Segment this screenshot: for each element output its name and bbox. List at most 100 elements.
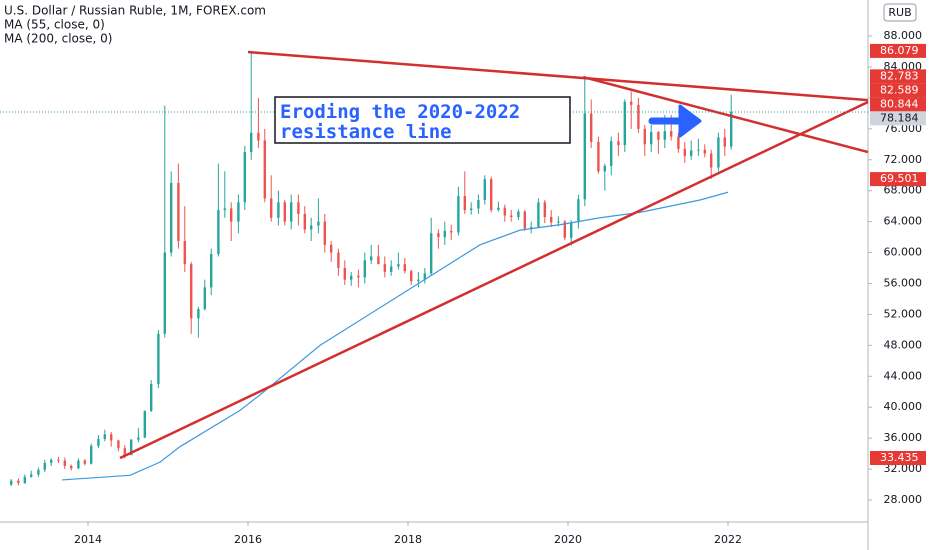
candle-body	[657, 131, 660, 140]
candle-body	[637, 104, 640, 129]
candle-body	[437, 233, 440, 238]
candle-body	[243, 152, 246, 203]
price-label-box	[870, 83, 926, 98]
price-label-box	[870, 43, 926, 58]
y-tick-label: 60.000	[884, 246, 923, 259]
candle-body	[17, 480, 20, 484]
x-tick-label: 2020	[554, 533, 582, 546]
candle-body	[337, 252, 340, 269]
candle-body	[730, 111, 733, 147]
candle-body	[237, 202, 240, 222]
candle-body	[477, 199, 480, 209]
candle-body	[70, 466, 73, 469]
currency-label[interactable]: RUB	[888, 6, 911, 19]
candle-body	[397, 264, 400, 267]
candle-body	[183, 240, 186, 265]
candle-body	[470, 208, 473, 211]
candle-body	[123, 448, 126, 456]
y-tick-label: 36.000	[884, 431, 923, 444]
candle-body	[510, 215, 513, 217]
price-label: 78.184	[880, 111, 919, 124]
candle-body	[703, 149, 706, 154]
y-tick-label: 28.000	[884, 493, 923, 506]
candle-body	[663, 131, 666, 140]
candle-body	[50, 459, 53, 463]
candle-body	[130, 439, 133, 456]
candle-body	[490, 179, 493, 211]
ma-line	[61, 191, 729, 481]
price-label-box	[870, 111, 926, 126]
candle-body	[277, 202, 280, 218]
candle-body	[597, 141, 600, 172]
y-tick-label: 72.000	[884, 153, 923, 166]
candle-body	[463, 196, 466, 211]
candle-body	[297, 202, 300, 214]
x-tick-label: 2014	[74, 533, 102, 546]
candle-body	[270, 198, 273, 218]
candle-body	[83, 460, 86, 464]
candle-body	[263, 140, 266, 199]
candle-body	[217, 210, 220, 255]
candle-body	[543, 202, 546, 217]
candle-body	[223, 208, 226, 211]
indicator-label: MA (200, close, 0)	[4, 32, 112, 46]
annotation-text: Eroding the 2020-2022	[280, 101, 520, 123]
candle-body	[557, 221, 560, 223]
price-label: 82.589	[880, 83, 919, 96]
candle-body	[370, 256, 373, 261]
candle-body	[290, 202, 293, 222]
candle-body	[710, 153, 713, 168]
candle-body	[550, 216, 553, 223]
candle-body	[403, 264, 406, 272]
candle-body	[697, 149, 700, 151]
candle-body	[443, 230, 446, 238]
candle-body	[690, 150, 693, 156]
arrow	[648, 104, 702, 138]
y-tick-label: 52.000	[884, 307, 923, 320]
price-label-box	[870, 172, 926, 187]
candle-body	[117, 440, 120, 449]
candle-body	[483, 179, 486, 200]
candle-body	[377, 256, 380, 265]
price-label-box	[870, 451, 926, 466]
candle-body	[643, 128, 646, 145]
trend-line	[582, 75, 869, 154]
candle-body	[330, 244, 333, 253]
candle-body	[457, 196, 460, 233]
trend-line	[119, 100, 869, 460]
candle-body	[303, 213, 306, 230]
x-tick-label: 2016	[234, 533, 262, 546]
candle-body	[590, 113, 593, 142]
candle-body	[683, 148, 686, 156]
candle-body	[77, 460, 80, 469]
price-label: 69.501	[880, 172, 919, 185]
candle-body	[63, 460, 66, 467]
candle-body	[410, 271, 413, 282]
candle-body	[530, 227, 533, 229]
candle-body	[283, 202, 286, 222]
trend-line	[247, 50, 869, 102]
y-tick-label: 64.000	[884, 215, 923, 228]
candle-body	[323, 221, 326, 245]
candle-body	[143, 411, 146, 438]
candle-body	[450, 230, 453, 233]
candle-body	[210, 254, 213, 288]
candle-body	[623, 101, 626, 146]
candle-body	[190, 264, 193, 319]
candle-body	[723, 137, 726, 147]
indicator-label: MA (55, close, 0)	[4, 18, 105, 32]
candle-body	[383, 264, 386, 272]
price-label: 80.844	[880, 97, 919, 110]
candle-body	[363, 260, 366, 278]
candle-body	[390, 266, 393, 272]
y-tick-label: 56.000	[884, 277, 923, 290]
candle-body	[570, 222, 573, 238]
candle-body	[230, 208, 233, 222]
candle-body	[110, 434, 113, 441]
candle-body	[630, 101, 633, 105]
candle-body	[430, 233, 433, 274]
candle-body	[517, 211, 520, 217]
candle-body	[37, 469, 40, 475]
currency-badge[interactable]	[883, 3, 917, 22]
